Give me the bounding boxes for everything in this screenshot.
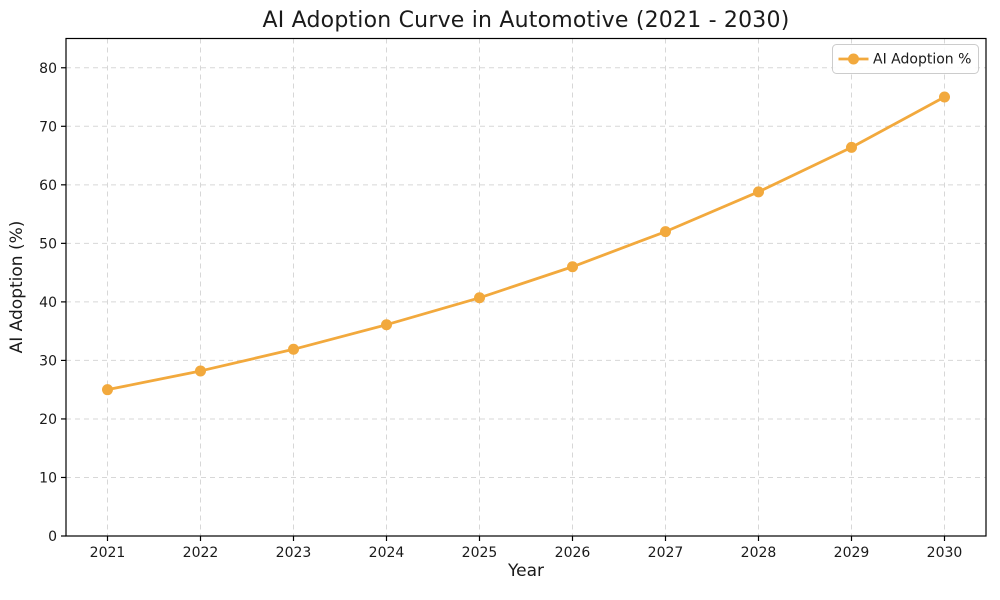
data-point-2027 (660, 226, 671, 238)
y-tick-label: 50 (39, 236, 57, 252)
x-axis-label: Year (508, 561, 544, 581)
data-point-2024 (381, 319, 392, 331)
data-point-2021 (102, 384, 113, 396)
x-tick-label: 2027 (648, 545, 684, 561)
legend: AI Adoption % (832, 44, 979, 74)
x-tick-label: 2021 (90, 545, 126, 561)
plot-generated-content: 2021 2022 2023 2024 2025 2026 2027 2028 2029 2030… (39, 37, 987, 561)
y-tick-label: 60 (39, 178, 57, 194)
data-point-2029 (846, 141, 857, 153)
legend-frame (832, 44, 979, 74)
series-line-ai-adoption- (106, 95, 946, 392)
x-tick-label: 2023 (276, 545, 312, 561)
y-tick-label: 20 (39, 412, 57, 428)
y-tick-label: 40 (39, 295, 57, 311)
x-tick-label: 2024 (369, 545, 405, 561)
legend-label: AI Adoption % (873, 52, 971, 68)
y-tick-label: 80 (39, 61, 57, 77)
x-tick-label: 2026 (555, 545, 591, 561)
data-point-2030 (939, 91, 950, 103)
data-point-2028 (753, 186, 764, 198)
data-point-2026 (567, 261, 578, 273)
x-tick-label: 2029 (834, 545, 870, 561)
y-tick-label: 30 (39, 353, 57, 369)
y-tick-label: 10 (39, 470, 57, 486)
data-point-2022 (195, 365, 206, 377)
x-tick-label: 2028 (741, 545, 777, 561)
legend-marker-icon (848, 53, 859, 65)
plot-border (65, 37, 987, 537)
x-tick-label: 2030 (927, 545, 963, 561)
y-tick-label: 70 (39, 119, 57, 135)
data-point-2023 (288, 343, 299, 355)
x-tick-label: 2025 (462, 545, 498, 561)
y-tick-label: 0 (48, 529, 57, 545)
y-axis-label: AI Adoption (%) (7, 220, 27, 354)
data-point-2025 (474, 292, 485, 304)
x-tick-label: 2022 (183, 545, 219, 561)
chart-title: AI Adoption Curve in Automotive (2021 - … (262, 8, 790, 33)
